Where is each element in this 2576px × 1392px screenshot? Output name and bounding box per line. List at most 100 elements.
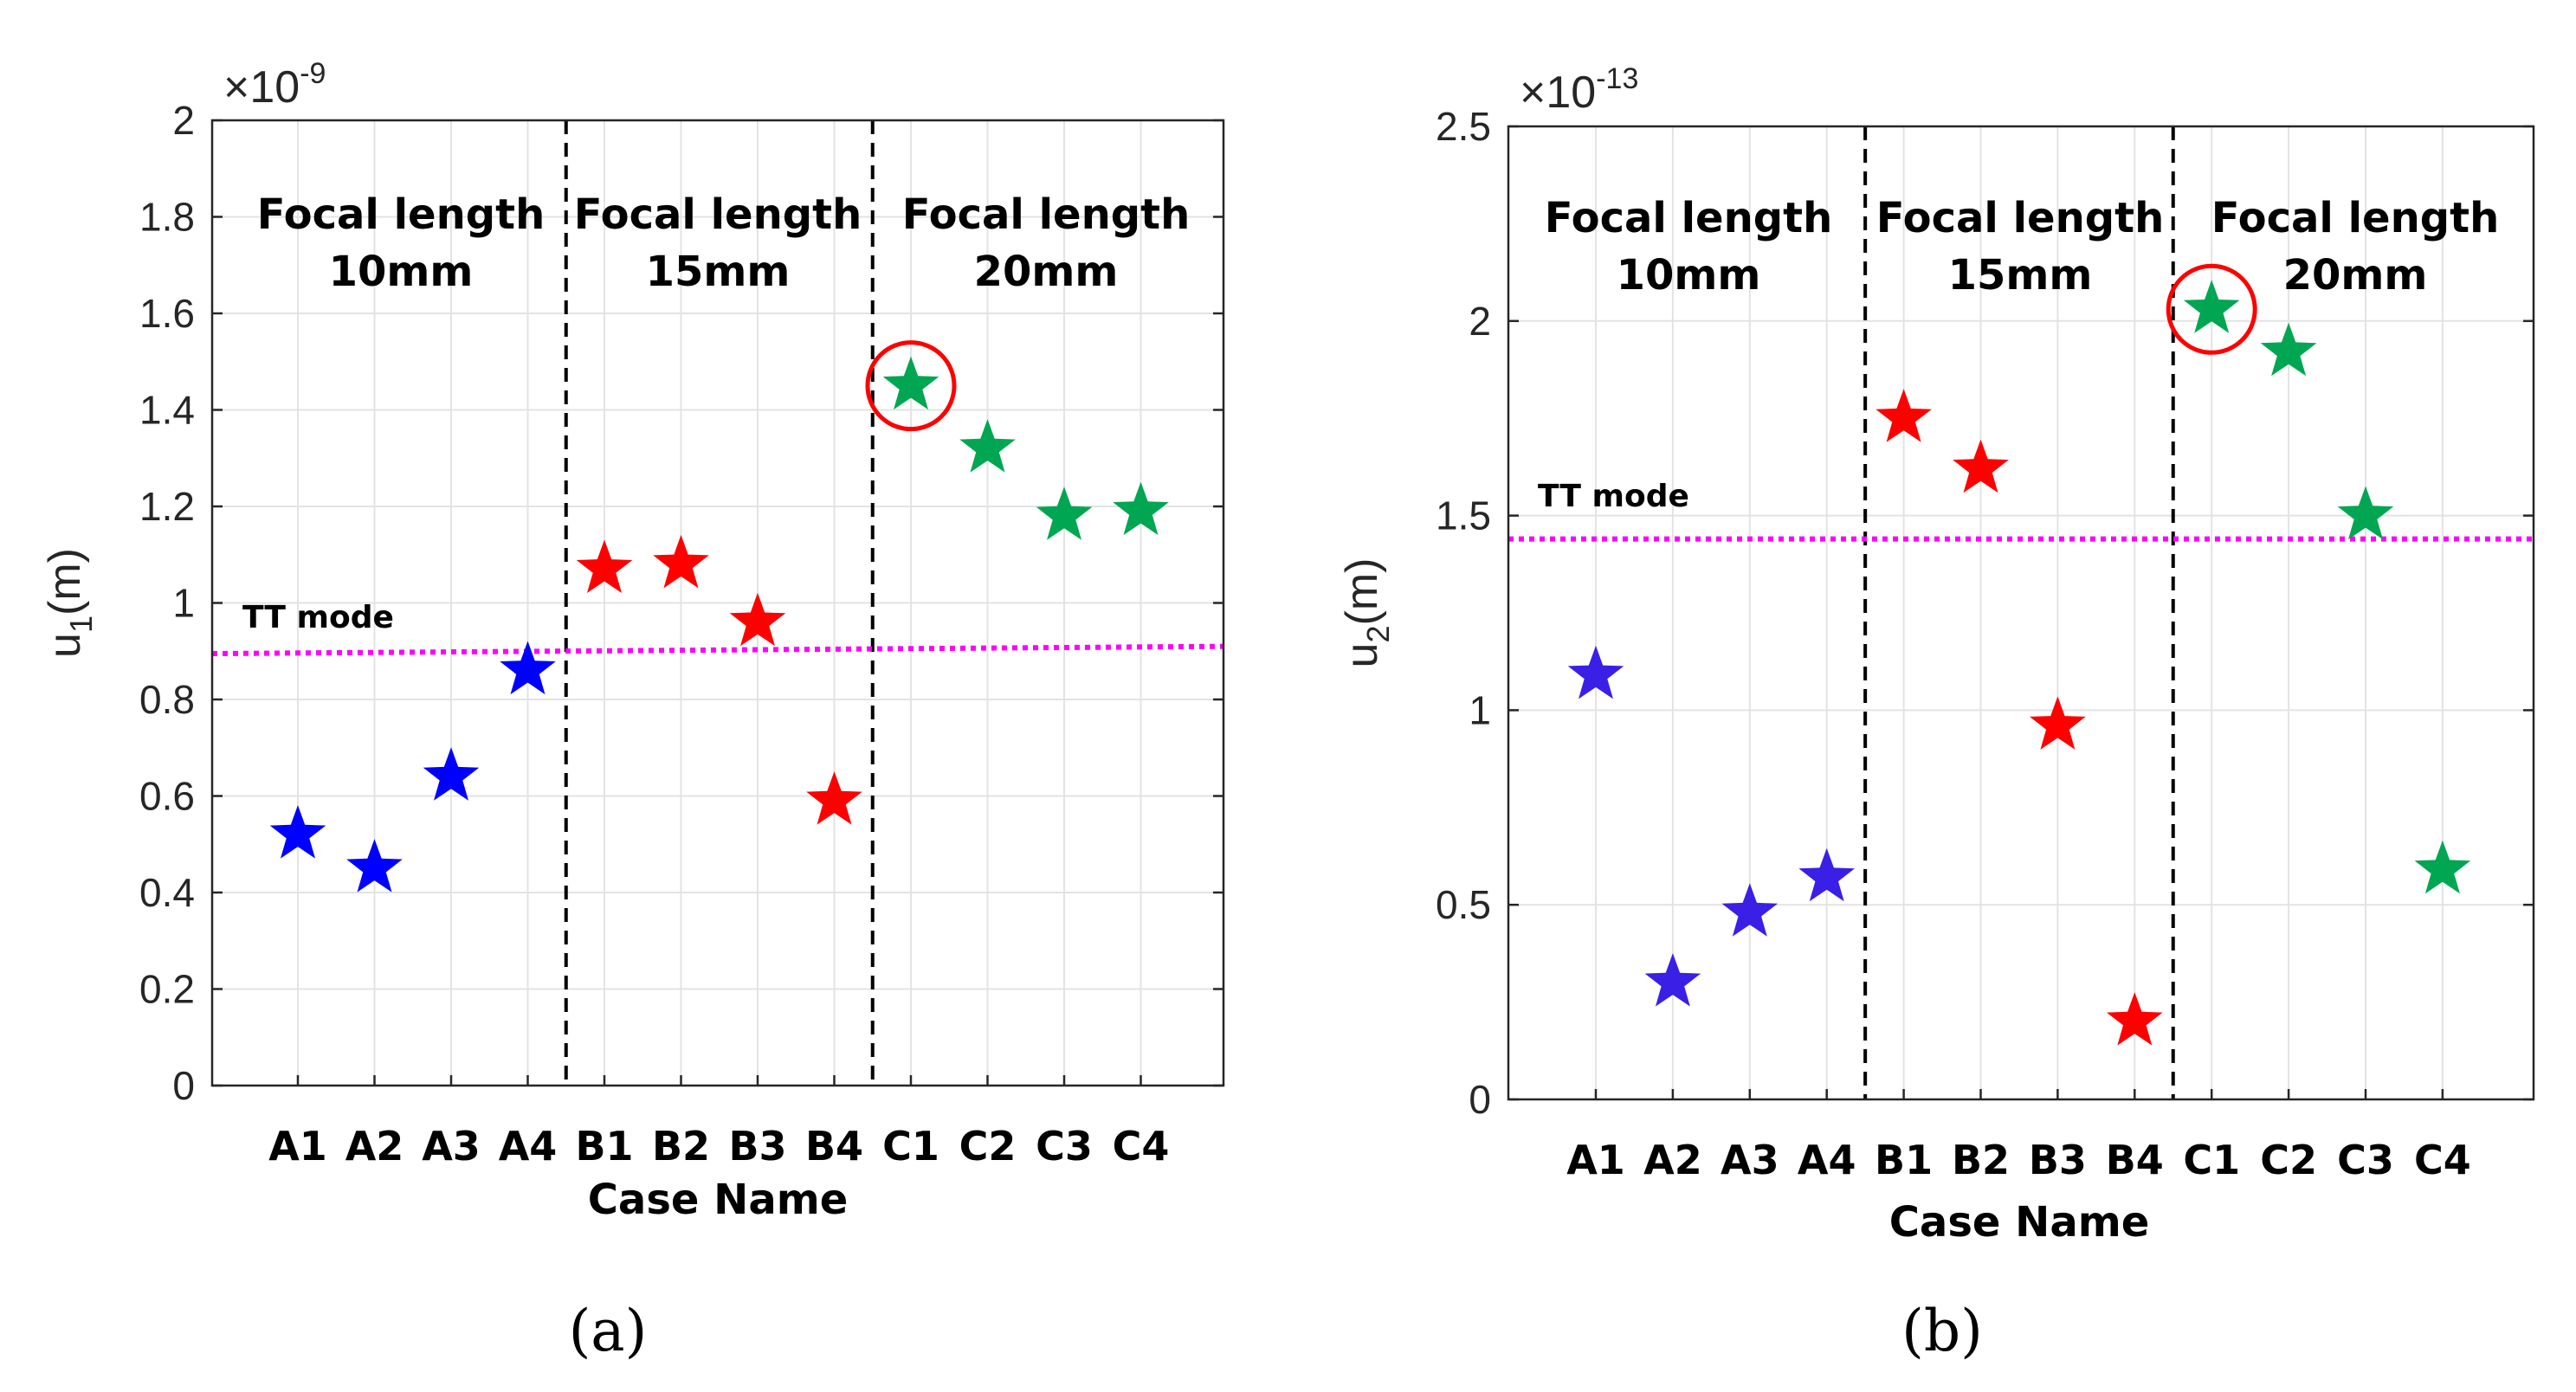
x-tick-label: B1 xyxy=(1875,1137,1933,1183)
data-point-c1 xyxy=(882,356,939,410)
data-point-a3 xyxy=(423,747,480,801)
y-tick-label: 0 xyxy=(172,1063,195,1108)
panel-a: TT mode Focal length 10mm Focal length 15mm… xyxy=(40,57,1225,1364)
tt-mode-label: TT mode xyxy=(1538,479,1689,514)
x-tick-label: B3 xyxy=(2029,1137,2087,1183)
x-tick-label: C4 xyxy=(2414,1137,2471,1183)
x-tick-label: A4 xyxy=(1798,1137,1856,1183)
x-tick-label: A4 xyxy=(499,1123,558,1170)
y-tick-label: 1.6 xyxy=(139,291,195,336)
panel-a-group-labels: Focal length 10mm Focal length 15mm Focal le… xyxy=(257,190,1190,296)
panel-b-data-points xyxy=(1567,280,2471,1046)
panel-a-x-axis-label: Case Name xyxy=(588,1176,849,1224)
data-point-c2 xyxy=(959,419,1016,473)
x-tick-label: B4 xyxy=(805,1123,863,1170)
panel-a-exponent-label: ×10-9 xyxy=(223,57,326,113)
panel-b-reference-line: TT mode xyxy=(1508,479,2534,542)
data-point-a1 xyxy=(1567,645,1624,699)
panel-b-x-ticks: A1 A2 A3 A4 B1 B2 B3 B4 C1 C2 C3 C4 xyxy=(1566,1089,2471,1183)
x-tick-label: B1 xyxy=(575,1123,633,1170)
group-label-line2: 20mm xyxy=(2283,251,2428,300)
highlight-circle xyxy=(2166,263,2257,355)
panel-a-reference-line: TT mode xyxy=(211,600,1224,657)
data-point-a4 xyxy=(1798,847,1855,902)
panel-a-data-points xyxy=(269,356,1169,893)
x-tick-label: C4 xyxy=(1113,1123,1170,1170)
tt-mode-label: TT mode xyxy=(242,600,394,635)
highlight-circle xyxy=(865,340,957,432)
x-tick-label: A1 xyxy=(268,1123,327,1170)
data-point-c1 xyxy=(2183,280,2240,333)
data-point-c3 xyxy=(2337,486,2394,540)
x-tick-label: C2 xyxy=(959,1123,1017,1170)
y-tick-label: 0.8 xyxy=(139,677,195,722)
data-point-b1 xyxy=(1876,389,1932,442)
x-tick-label: B3 xyxy=(728,1123,786,1170)
data-point-a4 xyxy=(500,641,556,695)
x-tick-label: A2 xyxy=(345,1123,404,1170)
group-label-line1: Focal length xyxy=(257,190,545,239)
panel-a-y-ticks: 0 0.2 0.4 0.6 0.8 1 1.2 1.4 1.6 1.8 2 xyxy=(139,98,1223,1108)
y-tick-label: 0.4 xyxy=(139,870,195,915)
data-point-b3 xyxy=(729,592,786,647)
data-point-b2 xyxy=(653,534,709,589)
group-label-line1: Focal length xyxy=(1876,194,2164,242)
y-tick-label: 1.4 xyxy=(139,388,195,433)
x-tick-label: B2 xyxy=(652,1123,710,1170)
group-label-line2: 10mm xyxy=(1617,251,1761,300)
y-tick-label: 1.2 xyxy=(139,484,195,529)
panel-b-highlight xyxy=(2166,263,2257,355)
x-tick-label: C1 xyxy=(2183,1137,2240,1183)
panel-a-caption: (a) xyxy=(569,1298,648,1364)
x-tick-label: B4 xyxy=(2106,1137,2164,1183)
group-label-line1: Focal length xyxy=(2211,194,2499,242)
x-tick-label: C3 xyxy=(2337,1137,2394,1183)
panel-a-group-separators xyxy=(564,120,875,1086)
panel-b-group-labels: Focal length 10mm Focal length 15mm Focal le… xyxy=(1545,194,2499,300)
panel-b-x-axis-label: Case Name xyxy=(1889,1198,2150,1247)
data-point-b4 xyxy=(2107,992,2163,1046)
data-point-b4 xyxy=(806,771,862,825)
data-point-b3 xyxy=(2030,696,2086,750)
group-label-line1: Focal length xyxy=(574,190,862,239)
x-tick-label: C1 xyxy=(882,1123,939,1170)
y-tick-label: 1 xyxy=(1469,687,1491,732)
data-point-b2 xyxy=(1953,439,2009,493)
panel-a-grid xyxy=(212,120,1223,1086)
y-tick-label: 0 xyxy=(1469,1077,1491,1122)
x-tick-label: C2 xyxy=(2260,1137,2317,1183)
panel-b-axes-box xyxy=(1507,125,2535,1101)
panel-a-y-axis-label: u1(m) xyxy=(40,548,99,658)
x-tick-label: A3 xyxy=(1721,1137,1779,1183)
x-tick-label: B2 xyxy=(1952,1137,2010,1183)
panel-b: TT mode Focal length 10mm Focal length 15mm… xyxy=(1337,62,2535,1364)
panel-b-caption: (b) xyxy=(1901,1298,1983,1364)
group-label-line1: Focal length xyxy=(1545,194,1832,242)
x-tick-label: A3 xyxy=(422,1123,481,1170)
data-point-c4 xyxy=(1113,481,1169,536)
panel-b-exponent-label: ×10-13 xyxy=(1520,62,1638,118)
y-tick-label: 0.5 xyxy=(1436,882,1491,927)
data-point-c2 xyxy=(2260,322,2317,377)
data-point-a1 xyxy=(269,805,326,859)
group-label-line2: 15mm xyxy=(646,248,791,296)
y-tick-label: 2 xyxy=(1469,299,1491,344)
y-tick-label: 2.5 xyxy=(1436,104,1491,149)
panel-b-y-ticks: 0 0.5 1 1.5 2 2.5 xyxy=(1436,104,2534,1122)
y-tick-label: 0.6 xyxy=(139,774,195,819)
data-point-c4 xyxy=(2414,840,2471,894)
panel-b-grid xyxy=(1508,126,2534,1099)
y-tick-label: 0.2 xyxy=(139,967,195,1012)
data-point-c3 xyxy=(1036,487,1093,540)
y-tick-label: 2 xyxy=(172,98,195,143)
x-tick-label: C3 xyxy=(1036,1123,1093,1170)
y-tick-label: 1.5 xyxy=(1436,493,1491,538)
panel-b-y-axis-label: u2(m) xyxy=(1337,558,1396,668)
group-label-line2: 20mm xyxy=(974,248,1119,296)
data-point-a2 xyxy=(346,839,403,893)
tt-mode-line xyxy=(211,643,1224,657)
data-point-b1 xyxy=(576,539,633,593)
data-point-a2 xyxy=(1644,953,1701,1007)
group-label-line1: Focal length xyxy=(902,190,1190,239)
